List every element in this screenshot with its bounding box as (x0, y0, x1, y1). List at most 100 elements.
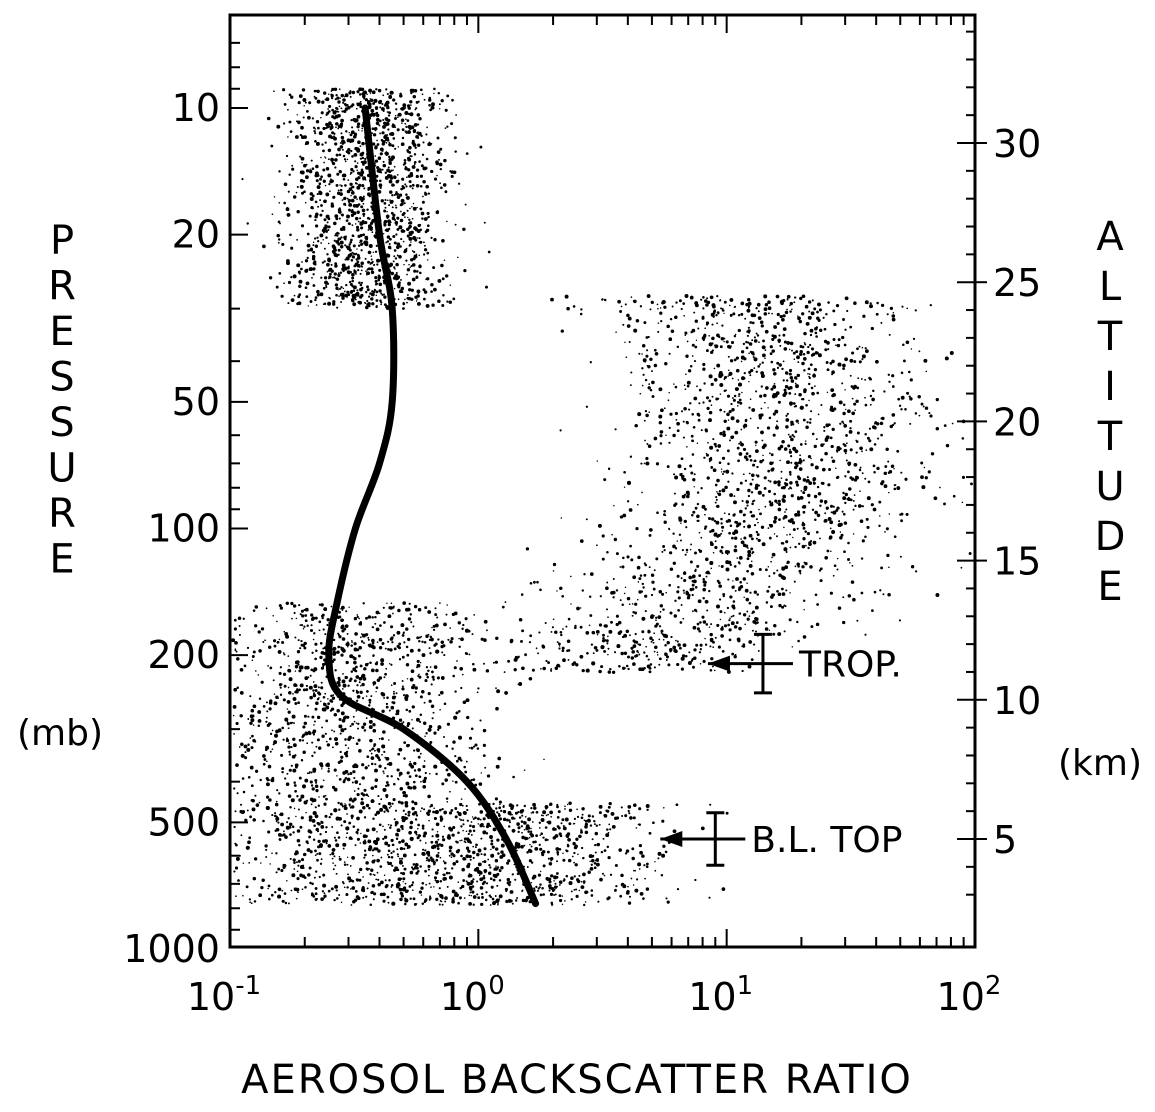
scatter-point (437, 91, 441, 95)
scatter-point (293, 722, 295, 724)
scatter-point (312, 681, 315, 683)
scatter-point (350, 149, 353, 153)
scatter-point (357, 140, 361, 144)
scatter-point (406, 104, 411, 108)
scatter-point (284, 901, 288, 905)
scatter-point (375, 837, 380, 842)
scatter-point (353, 269, 356, 272)
scatter-point (410, 883, 414, 887)
scatter-point (369, 873, 372, 876)
scatter-point (325, 167, 330, 171)
scatter-point (425, 883, 428, 886)
scatter-point (331, 249, 336, 254)
scatter-point (413, 269, 417, 273)
scatter-point (401, 184, 404, 188)
scatter-point (271, 213, 274, 216)
scatter-point (289, 806, 292, 809)
scatter-point (498, 869, 502, 873)
scatter-point (300, 816, 304, 820)
scatter-point (345, 836, 348, 839)
scatter-point (433, 665, 438, 669)
scatter-point (406, 268, 411, 272)
scatter-point (812, 540, 817, 545)
scatter-point (338, 170, 342, 173)
scatter-point (412, 863, 416, 866)
scatter-point (285, 207, 290, 212)
scatter-point (599, 877, 603, 882)
scatter-point (381, 168, 384, 171)
scatter-point (459, 886, 462, 890)
scatter-point (556, 853, 560, 856)
scatter-point (495, 687, 497, 690)
scatter-point (409, 185, 412, 188)
scatter-point (349, 133, 353, 137)
scatter-point (426, 259, 429, 261)
scatter-point (425, 634, 429, 638)
scatter-point (293, 807, 296, 810)
scatter-point (438, 158, 440, 161)
scatter-point (398, 774, 401, 777)
scatter-point (296, 870, 299, 873)
scatter-point (489, 877, 493, 880)
scatter-point (320, 603, 324, 607)
scatter-point (424, 849, 427, 852)
scatter-point (333, 132, 336, 135)
scatter-point (411, 806, 415, 811)
scatter-point (357, 722, 360, 725)
scatter-point (501, 605, 505, 609)
scatter-point (646, 862, 649, 866)
scatter-point (325, 236, 328, 239)
scatter-point (343, 109, 347, 114)
scatter-point (461, 804, 464, 807)
scatter-point (416, 636, 420, 640)
scatter-point (337, 836, 341, 839)
scatter-point (561, 818, 565, 822)
scatter-point (393, 692, 395, 695)
scatter-point (442, 873, 446, 877)
scatter-point (416, 298, 418, 300)
scatter-point (439, 879, 443, 883)
scatter-point (358, 749, 362, 753)
scatter-point (325, 719, 329, 723)
scatter-point (360, 797, 364, 801)
scatter-point (412, 129, 417, 134)
scatter-point (460, 825, 463, 828)
scatter-point (352, 736, 355, 740)
scatter-point (396, 630, 401, 635)
scatter-point (391, 864, 394, 867)
scatter-point (304, 731, 309, 736)
scatter-point (425, 184, 429, 189)
scatter-point (380, 658, 385, 663)
scatter-point (442, 183, 447, 187)
scatter-point (410, 258, 414, 262)
scatter-point (500, 809, 503, 813)
scatter-point (388, 157, 393, 162)
scatter-point (253, 900, 257, 903)
scatter-point (312, 267, 316, 271)
scatter-point (409, 100, 413, 104)
scatter-point (250, 746, 254, 750)
scatter-point (409, 648, 414, 653)
scatter-point (364, 221, 368, 225)
scatter-point (483, 860, 487, 864)
scatter-point (298, 776, 302, 780)
scatter-point (471, 885, 475, 888)
scatter-point (288, 750, 291, 754)
scatter-point (799, 462, 802, 465)
scatter-point (431, 835, 434, 838)
scatter-point (396, 828, 401, 833)
scatter-point (404, 166, 408, 171)
scatter-point (742, 447, 747, 451)
scatter-point (354, 182, 358, 185)
scatter-point (393, 241, 397, 245)
scatter-point (250, 784, 254, 788)
scatter-point (302, 785, 306, 789)
scatter-point (498, 806, 502, 810)
scatter-point (419, 207, 423, 211)
scatter-point (350, 198, 355, 203)
scatter-point (344, 744, 347, 747)
scatter-point (367, 839, 372, 844)
scatter-point (423, 244, 426, 247)
scatter-point (378, 289, 382, 293)
scatter-point (317, 839, 321, 844)
